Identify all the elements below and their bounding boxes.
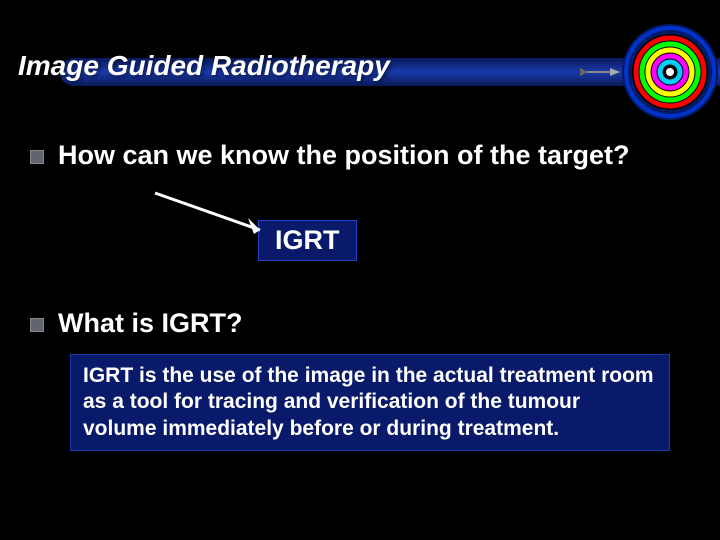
content-area: How can we know the position of the targ… — [30, 140, 690, 179]
bullet-text-1: How can we know the position of the targ… — [58, 140, 630, 171]
bullet-item-1: How can we know the position of the targ… — [30, 140, 690, 171]
bullet-item-2-wrapper: What is IGRT? — [30, 308, 690, 347]
bullet-item-2: What is IGRT? — [30, 308, 690, 339]
target-icon — [620, 22, 720, 122]
definition-box: IGRT is the use of the image in the actu… — [70, 354, 670, 451]
bullet-square-icon — [30, 150, 44, 164]
bullet-square-icon — [30, 318, 44, 332]
arrow-icon — [150, 188, 280, 243]
bullet-text-2: What is IGRT? — [58, 308, 243, 339]
dart-icon — [580, 64, 620, 80]
slide-title: Image Guided Radiotherapy — [18, 50, 390, 82]
